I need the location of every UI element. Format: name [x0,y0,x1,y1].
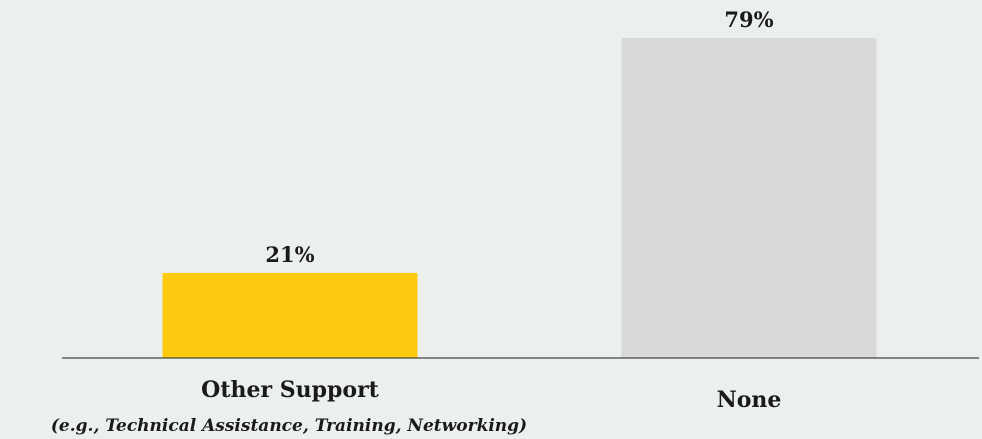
value-label-other-support: 21% [265,242,314,267]
category-sublabel-other-support: (e.g., Technical Assistance, Training, N… [51,416,527,436]
bar-none [621,38,877,358]
category-label-none: None [717,387,782,413]
value-label-none: 79% [724,7,773,32]
bars-group [162,38,877,358]
bar-other-support [162,272,418,358]
category-label-other-support: Other Support [201,377,379,403]
labels-group: 21% Other Support (e.g., Technical Assista… [51,7,782,436]
